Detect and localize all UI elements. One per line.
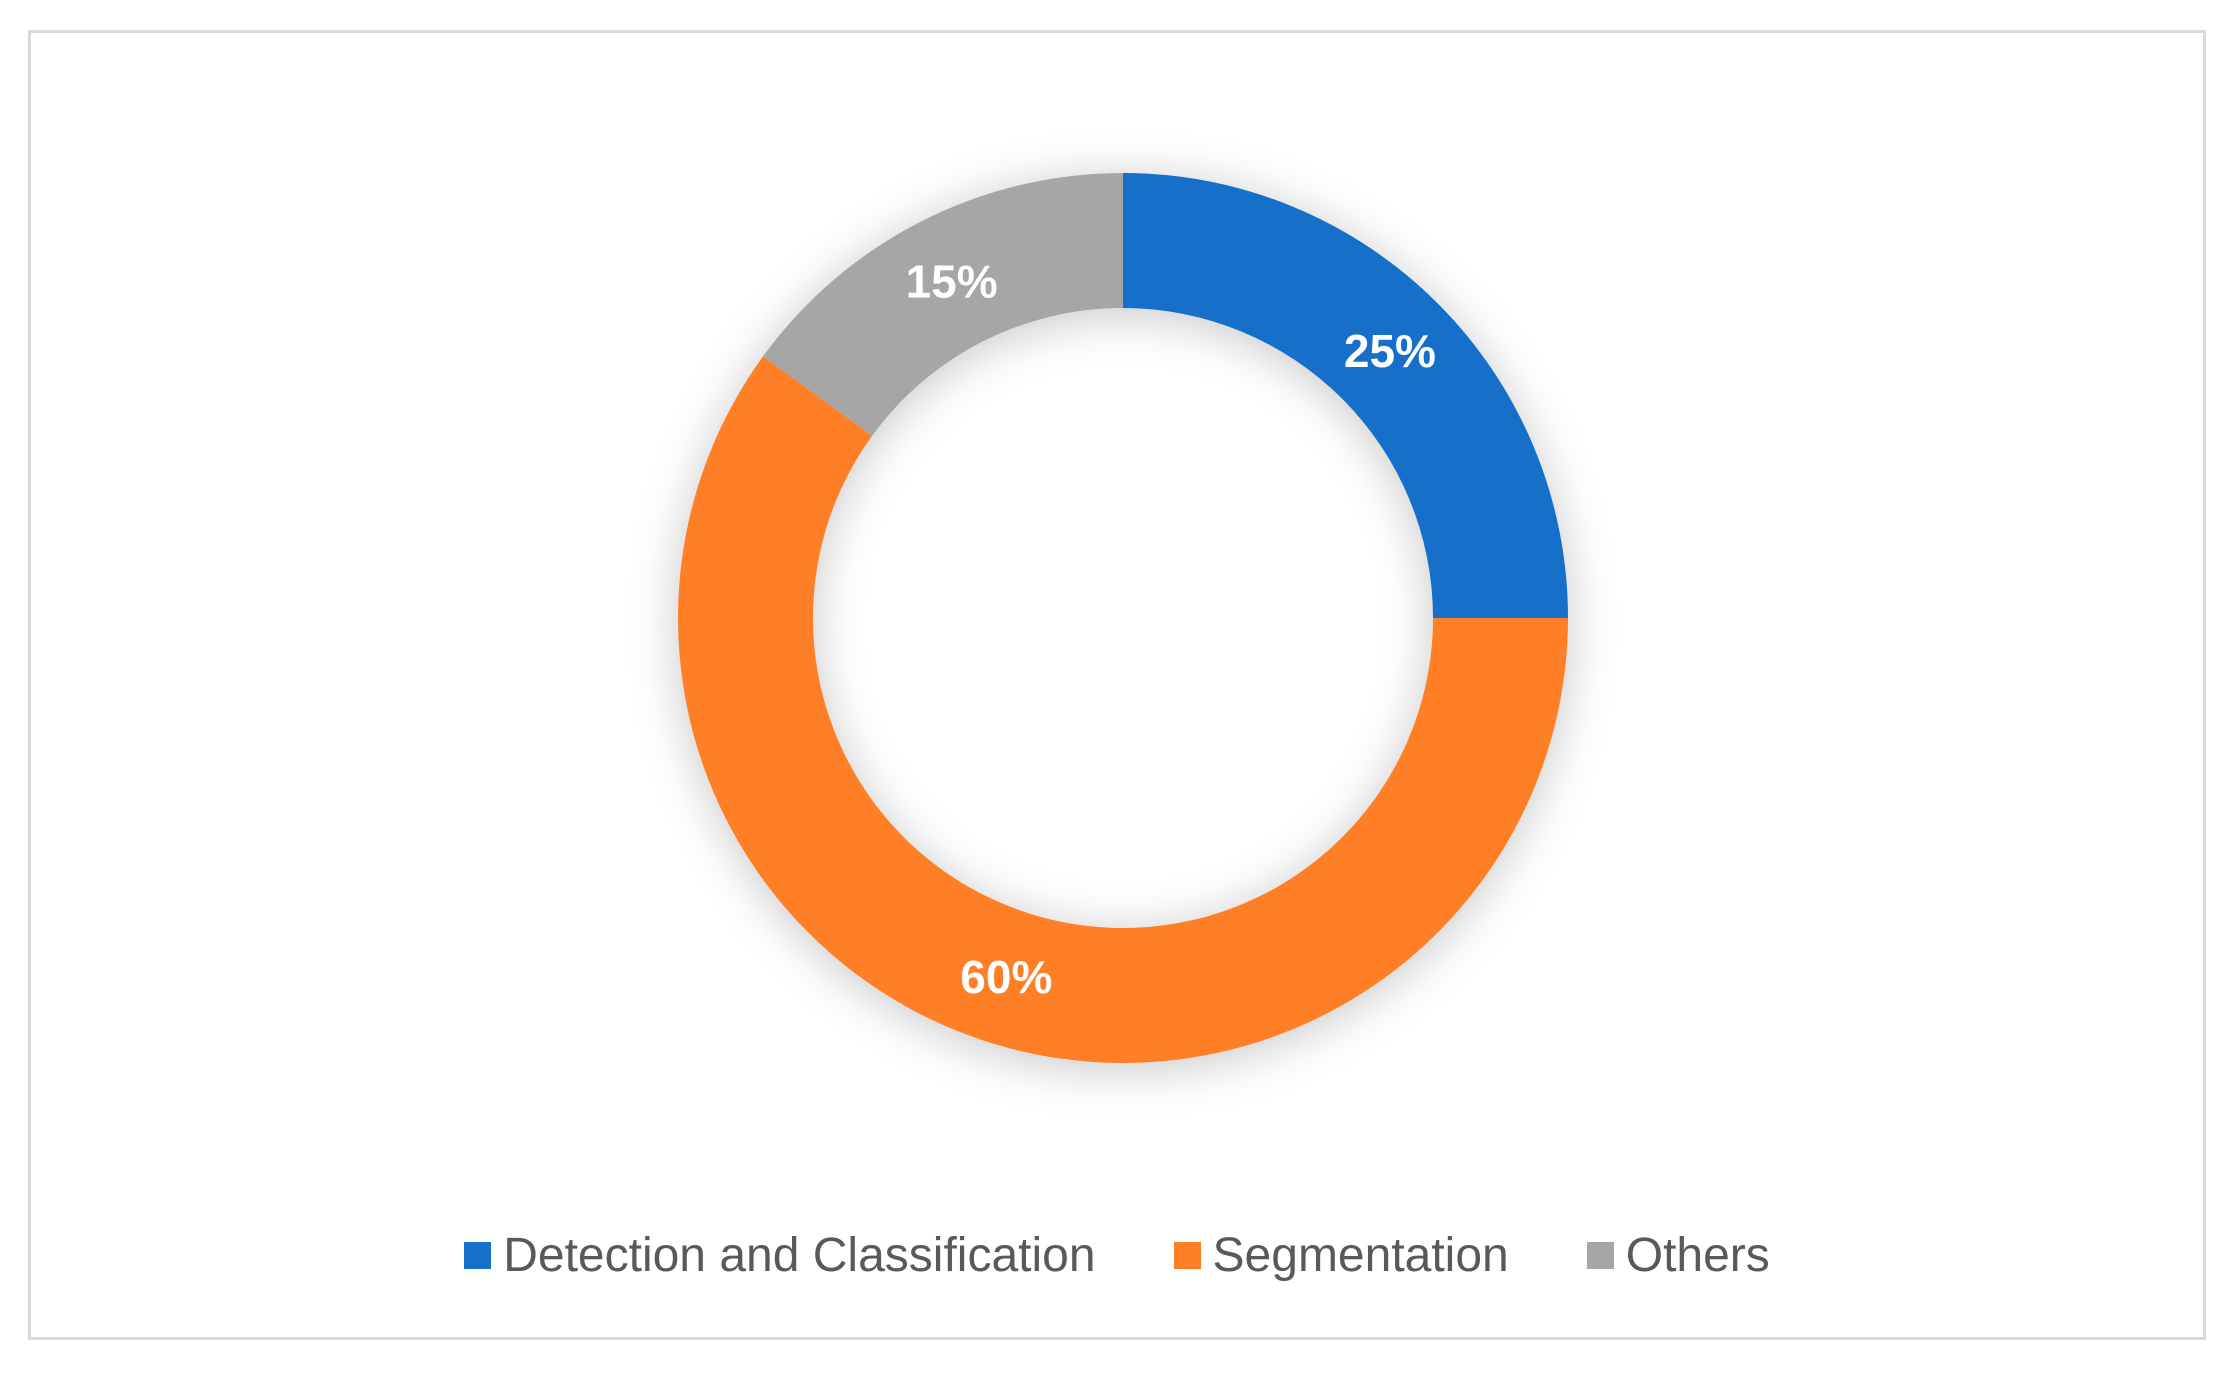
legend-swatch-detection (464, 1242, 492, 1269)
legend-label-others: Others (1625, 1229, 1770, 1282)
donut-chart: 25% 60% 15% (677, 172, 1569, 1064)
legend: Detection and Classification Segmentatio… (31, 1228, 2203, 1283)
slice-label-detection: 25% (1344, 325, 1436, 377)
donut-labels: 25% 60% 15% (906, 256, 1436, 1003)
legend-item-segmentation: Segmentation (1173, 1228, 1509, 1283)
slice-label-others: 15% (906, 256, 998, 308)
slice-segmentation (677, 356, 1569, 1064)
chart-frame: 25% 60% 15% Detection and Classification S… (28, 30, 2206, 1340)
legend-swatch-segmentation (1173, 1242, 1201, 1269)
slice-detection (1123, 173, 1568, 618)
slice-others (762, 172, 1123, 436)
slice-label-segmentation: 60% (960, 951, 1052, 1003)
legend-swatch-others (1586, 1242, 1614, 1269)
legend-item-detection: Detection and Classification (464, 1228, 1096, 1283)
legend-label-detection: Detection and Classification (503, 1229, 1096, 1282)
donut-slices (677, 172, 1569, 1064)
legend-label-segmentation: Segmentation (1212, 1229, 1509, 1282)
legend-item-others: Others (1586, 1228, 1770, 1283)
